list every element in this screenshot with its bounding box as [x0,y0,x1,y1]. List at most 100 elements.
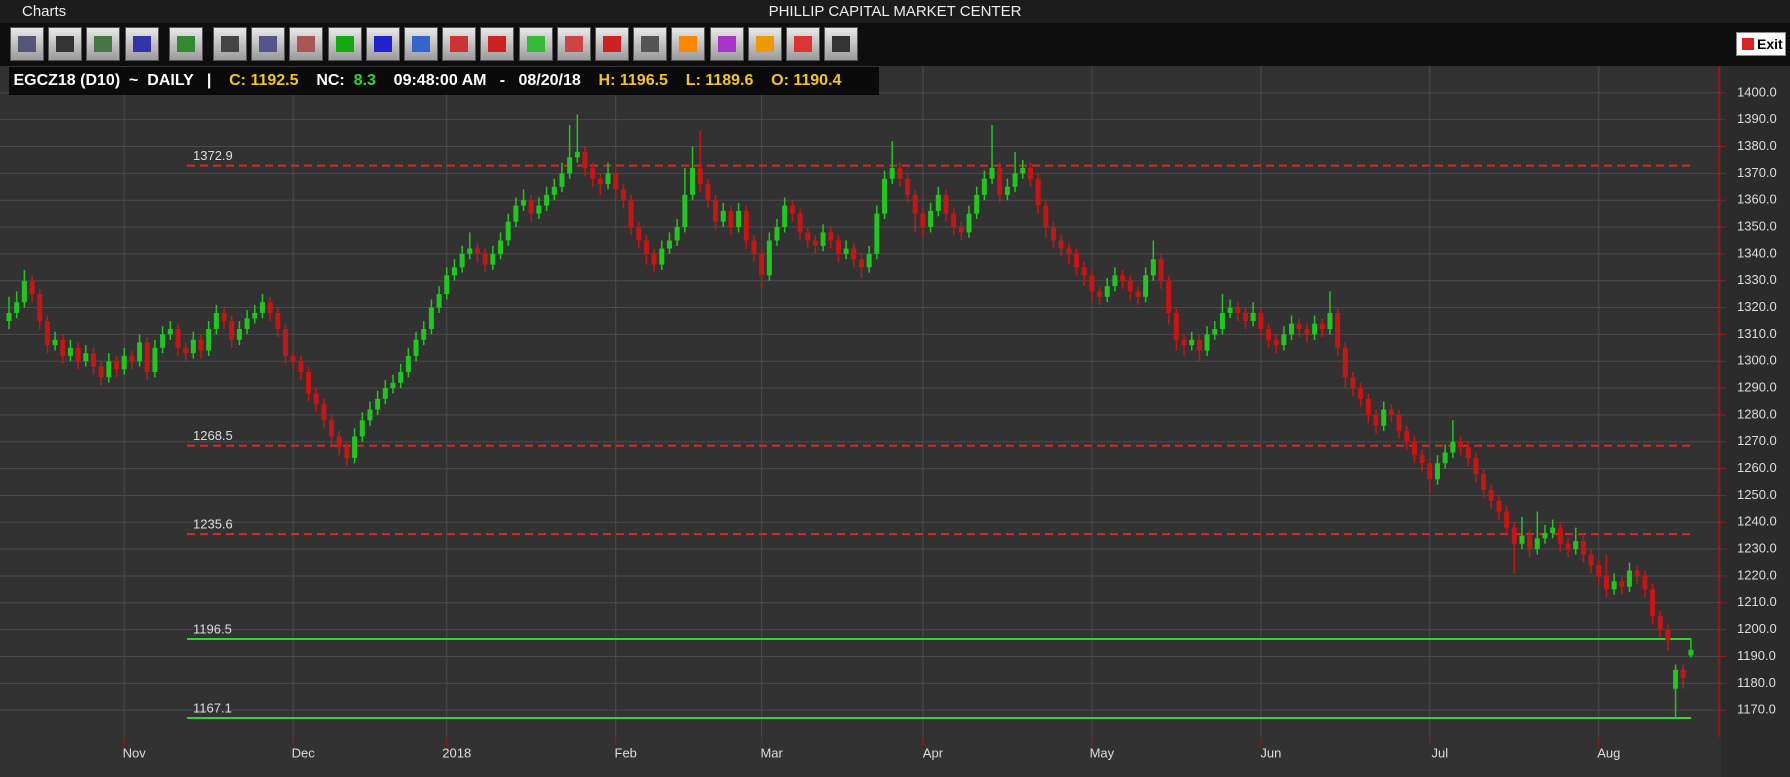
toolbar-button[interactable] [365,27,400,61]
candle-body [482,253,488,265]
x-tick-label: May [1090,745,1115,760]
toolbar-button[interactable] [747,27,782,61]
toolbar-button[interactable] [442,27,477,61]
candle-body [1596,565,1602,576]
candle-body [1511,527,1517,544]
candle-body [298,361,304,372]
candle-body [789,205,795,214]
candle-body [451,267,457,276]
x-tick-label: Dec [292,745,316,760]
x-tick-label: Mar [760,745,783,760]
toolbar-button[interactable] [633,27,668,61]
candle-body [1565,543,1571,550]
y-tick-label: 1220.0 [1737,567,1777,582]
candle-body [1373,414,1379,426]
candle-body [974,194,980,214]
toolbar-button[interactable] [404,27,438,61]
candle-body [935,194,941,211]
toolbar-button[interactable] [48,27,83,61]
candle-body [958,227,964,233]
dash: - [499,72,506,89]
y-tick-label: 1400.0 [1737,84,1777,99]
y-tick-label: 1260.0 [1737,460,1777,475]
toolbar-button[interactable] [556,27,591,61]
y-tick-label: 1190.0 [1737,648,1776,663]
candle-body [106,361,112,378]
candle-body [951,213,957,228]
candle-body [344,447,350,458]
candle-body [858,259,864,268]
toolbar-button[interactable] [786,27,820,61]
candle-body [29,280,35,295]
toolbar-button[interactable] [251,27,286,61]
candle-body [313,393,319,405]
exit-button[interactable]: Exit [1736,32,1786,56]
axis-background [1721,66,1790,777]
candle-body [428,307,434,330]
candle-body [1312,323,1318,335]
icon [259,36,278,52]
toolbar-button[interactable] [168,27,203,61]
candle-body [390,382,396,389]
level-label: 1235.6 [193,517,233,532]
candle-body [981,178,987,195]
toolbar-button[interactable] [824,27,859,61]
toolbar-button[interactable] [124,27,159,61]
candle-body [659,248,665,265]
change-label: NC: [316,72,345,89]
toolbar-button[interactable] [213,27,247,61]
candle-body [421,329,427,340]
candle-body [997,167,1003,195]
candle-body [812,240,818,246]
toolbar-button[interactable] [518,27,553,61]
candle-body [1550,527,1556,534]
candle-body [160,334,166,348]
candle-body [75,347,81,362]
icon [488,36,507,52]
candle-body [912,194,918,214]
toolbar-button[interactable] [595,27,629,61]
candle-body [1196,339,1202,351]
candle-body [259,302,265,313]
toolbar-button[interactable] [289,27,324,61]
icon [373,36,392,52]
candle-body [1043,205,1049,228]
candle-body [236,329,242,340]
candle-body [1189,339,1195,346]
toolbar-button[interactable] [480,27,515,61]
candle-body [83,353,89,362]
toolbar-button[interactable] [10,27,44,61]
candle-body [21,280,27,303]
candle-body [1580,541,1586,555]
icon [94,36,113,52]
toolbar-button[interactable] [709,27,744,61]
candle-body [1081,267,1087,276]
candle-body [989,167,995,179]
candle-body [889,167,895,179]
toolbar-button[interactable] [671,27,706,61]
y-tick-label: 1280.0 [1737,406,1777,421]
candle-body [1012,173,1018,187]
candle-body [6,312,12,321]
candle-body [1058,240,1064,249]
y-tick-label: 1210.0 [1737,594,1777,609]
toolbar-button[interactable] [327,27,362,61]
y-tick-label: 1300.0 [1737,353,1777,368]
candle-body [1327,312,1333,330]
candle-body [1680,669,1686,678]
icon [412,36,430,52]
candle-body [1273,339,1279,346]
candle-body [1135,291,1141,297]
candle-body [1166,280,1172,313]
candle-body [114,361,120,370]
y-tick-label: 1290.0 [1737,380,1777,395]
y-tick-label: 1310.0 [1737,326,1777,341]
candle-body [1419,455,1425,464]
candle-body [1488,490,1494,501]
low-value: 1189.6 [705,72,754,89]
candle-body [221,312,227,321]
toolbar-button[interactable] [86,27,121,61]
candle-body [1396,414,1402,432]
candle-body [1634,570,1640,576]
open-value: 1190.4 [793,72,842,89]
